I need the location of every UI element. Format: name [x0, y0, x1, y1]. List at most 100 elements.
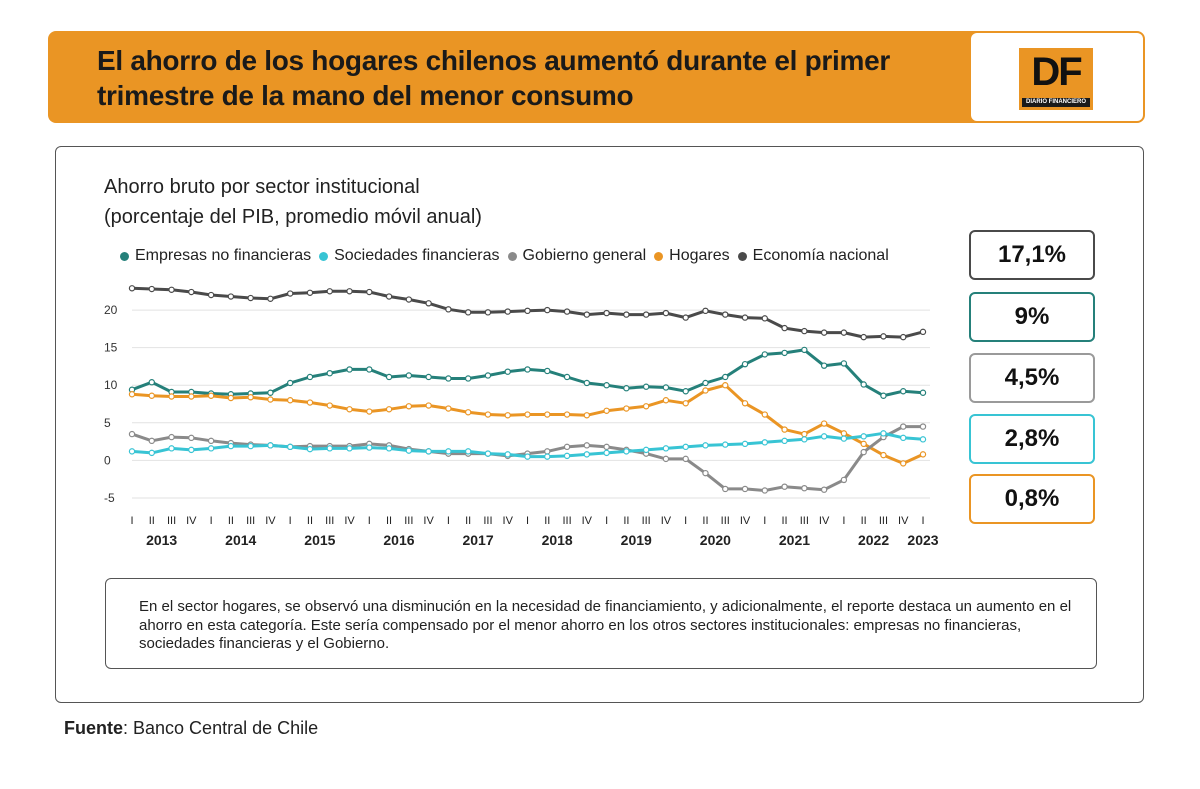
y-tick-label: 5 — [104, 416, 111, 430]
data-point — [900, 423, 907, 430]
x-tick-label: I — [842, 515, 845, 527]
data-point — [781, 349, 788, 357]
data-point — [761, 411, 769, 418]
x-tick-label: IV — [582, 515, 593, 527]
data-point — [445, 306, 452, 313]
data-point — [781, 437, 788, 445]
chart-title: Ahorro bruto por sector institucional (p… — [104, 172, 482, 232]
data-point — [603, 382, 610, 389]
data-point — [840, 430, 848, 437]
data-point — [128, 391, 136, 398]
x-tick-label: III — [404, 515, 413, 527]
x-tick-label: I — [921, 515, 924, 527]
data-point — [840, 360, 848, 367]
data-point — [662, 397, 670, 404]
data-point — [563, 373, 571, 381]
data-point — [662, 445, 670, 452]
data-point — [425, 300, 432, 307]
data-point — [820, 362, 828, 369]
data-point — [524, 307, 531, 315]
legend-label-empresas: Empresas no financieras — [135, 247, 312, 264]
data-point — [168, 286, 175, 293]
x-tick-label: II — [544, 515, 550, 527]
y-tick-label: -5 — [104, 491, 115, 505]
data-point — [702, 442, 709, 449]
data-point — [484, 309, 492, 316]
data-point — [148, 392, 155, 399]
data-point — [227, 442, 235, 450]
data-point — [662, 384, 670, 391]
data-point — [326, 369, 333, 377]
data-point — [445, 405, 452, 412]
data-point — [583, 451, 591, 458]
data-point — [484, 372, 492, 379]
data-point — [662, 309, 670, 317]
year-label: 2019 — [621, 532, 652, 548]
data-point — [860, 381, 867, 388]
x-tick-label: II — [386, 515, 392, 527]
data-point — [682, 314, 689, 321]
data-point — [781, 324, 788, 332]
x-tick-label: III — [325, 515, 334, 527]
data-point — [563, 411, 571, 418]
data-point — [563, 308, 571, 315]
data-point — [583, 442, 591, 449]
data-point — [583, 379, 591, 387]
x-tick-label: IV — [423, 515, 434, 527]
x-tick-label: II — [228, 515, 234, 527]
data-point — [504, 308, 511, 315]
data-point — [801, 484, 808, 492]
legend-dot-sociedades — [319, 251, 329, 261]
year-label: 2013 — [146, 532, 177, 548]
legend-item-empresas: Empresas no financieras — [120, 247, 311, 265]
data-point — [919, 423, 927, 430]
data-point — [188, 434, 195, 442]
data-point — [188, 393, 195, 400]
data-point — [128, 430, 136, 438]
data-point — [168, 393, 175, 400]
data-point — [603, 407, 610, 414]
data-point — [761, 351, 769, 358]
chart-title-line2: (porcentaje del PIB, promedio móvil anua… — [104, 206, 482, 228]
data-point — [702, 379, 709, 387]
legend-dot-empresas — [120, 251, 129, 261]
data-point — [682, 455, 689, 463]
data-point — [900, 460, 907, 467]
data-point — [464, 309, 472, 316]
df-logo: DF DIARIO FINANCIERO — [971, 33, 1143, 121]
data-point — [840, 476, 848, 484]
x-tick-label: I — [763, 515, 766, 527]
data-point — [722, 485, 729, 493]
source-line: Fuente: Banco Central de Chile — [64, 718, 318, 739]
x-tick-label: IV — [503, 515, 514, 527]
x-tick-label: II — [861, 515, 867, 527]
chart-title-line1: Ahorro bruto por sector institucional — [104, 176, 420, 198]
data-point — [504, 451, 511, 458]
data-point — [366, 366, 373, 373]
data-point — [286, 443, 294, 451]
x-tick-label: III — [721, 515, 730, 527]
data-point — [722, 311, 729, 318]
data-point — [781, 426, 788, 433]
data-point — [425, 448, 432, 455]
data-point — [623, 405, 630, 412]
data-point — [425, 402, 432, 409]
legend-label-sociedades: Sociedades financieras — [334, 247, 500, 264]
legend-label-economia: Economía nacional — [752, 247, 889, 264]
data-point — [366, 288, 373, 296]
data-point — [267, 295, 274, 302]
data-point — [346, 366, 353, 373]
data-point — [741, 314, 749, 321]
data-point — [128, 285, 136, 292]
data-point — [366, 408, 373, 415]
data-point — [346, 406, 353, 413]
data-point — [405, 296, 413, 303]
data-point — [702, 469, 709, 477]
data-point — [801, 346, 808, 354]
data-point — [623, 448, 630, 455]
x-tick-label: IV — [265, 515, 276, 527]
df-logo-subtext: DIARIO FINANCIERO — [1022, 98, 1090, 107]
x-tick-label: II — [149, 515, 155, 527]
x-tick-label: III — [246, 515, 255, 527]
x-tick-label: I — [210, 515, 213, 527]
